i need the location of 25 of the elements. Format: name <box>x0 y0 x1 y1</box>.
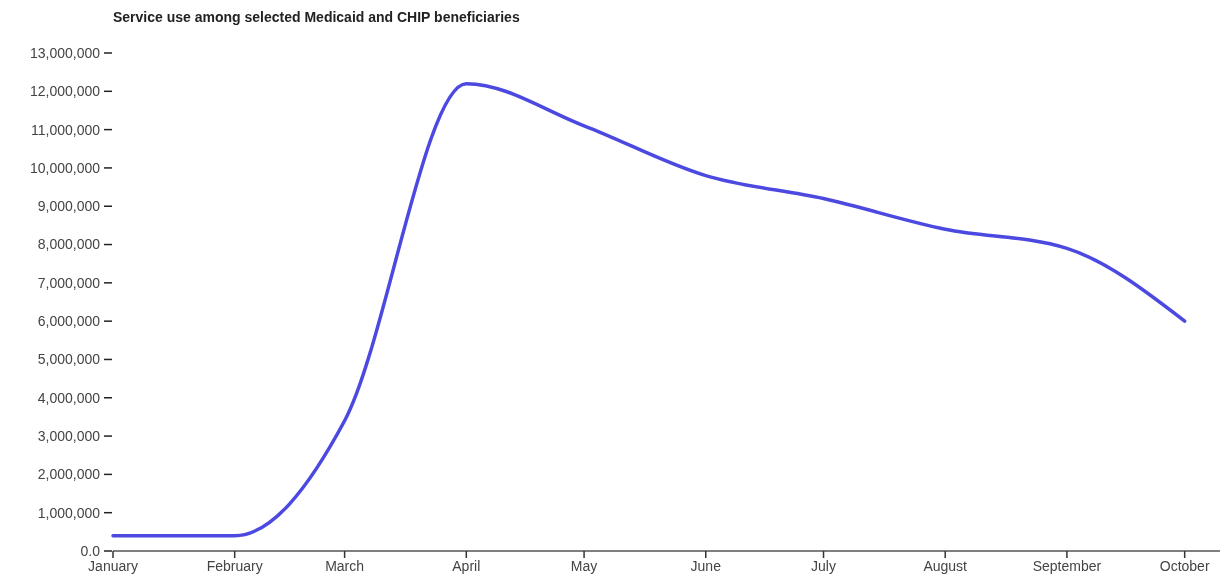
y-tick-label: 7,000,000 <box>37 274 101 291</box>
y-tick-label: 6,000,000 <box>37 313 101 330</box>
y-tick-label: 0.0 <box>80 542 101 559</box>
y-tick-label: 3,000,000 <box>37 427 101 444</box>
x-tick-label: April <box>452 558 481 574</box>
y-tick-label: 4,000,000 <box>37 389 101 406</box>
x-tick-label: August <box>923 558 968 574</box>
x-tick-label: September <box>1032 558 1102 574</box>
y-tick-label: 13,000,000 <box>29 44 101 61</box>
x-tick-label: June <box>690 558 722 574</box>
y-tick-label: 8,000,000 <box>37 236 101 253</box>
x-tick-label: January <box>88 558 138 574</box>
y-tick-label: 12,000,000 <box>29 83 101 100</box>
y-tick-label: 2,000,000 <box>37 466 101 483</box>
x-tick-label: February <box>206 558 263 574</box>
y-tick-label: 1,000,000 <box>37 504 101 521</box>
x-tick-label: May <box>570 558 598 574</box>
chart-title: Service use among selected Medicaid and CHIP beneficiaries <box>113 9 520 25</box>
x-tick-label: October <box>1159 558 1210 574</box>
x-tick-label: March <box>325 558 365 574</box>
y-tick-label: 9,000,000 <box>37 198 101 215</box>
y-tick-label: 5,000,000 <box>37 351 101 368</box>
y-tick-label: 10,000,000 <box>29 159 101 176</box>
x-tick-label: July <box>811 558 836 574</box>
y-tick-label: 11,000,000 <box>30 121 101 138</box>
